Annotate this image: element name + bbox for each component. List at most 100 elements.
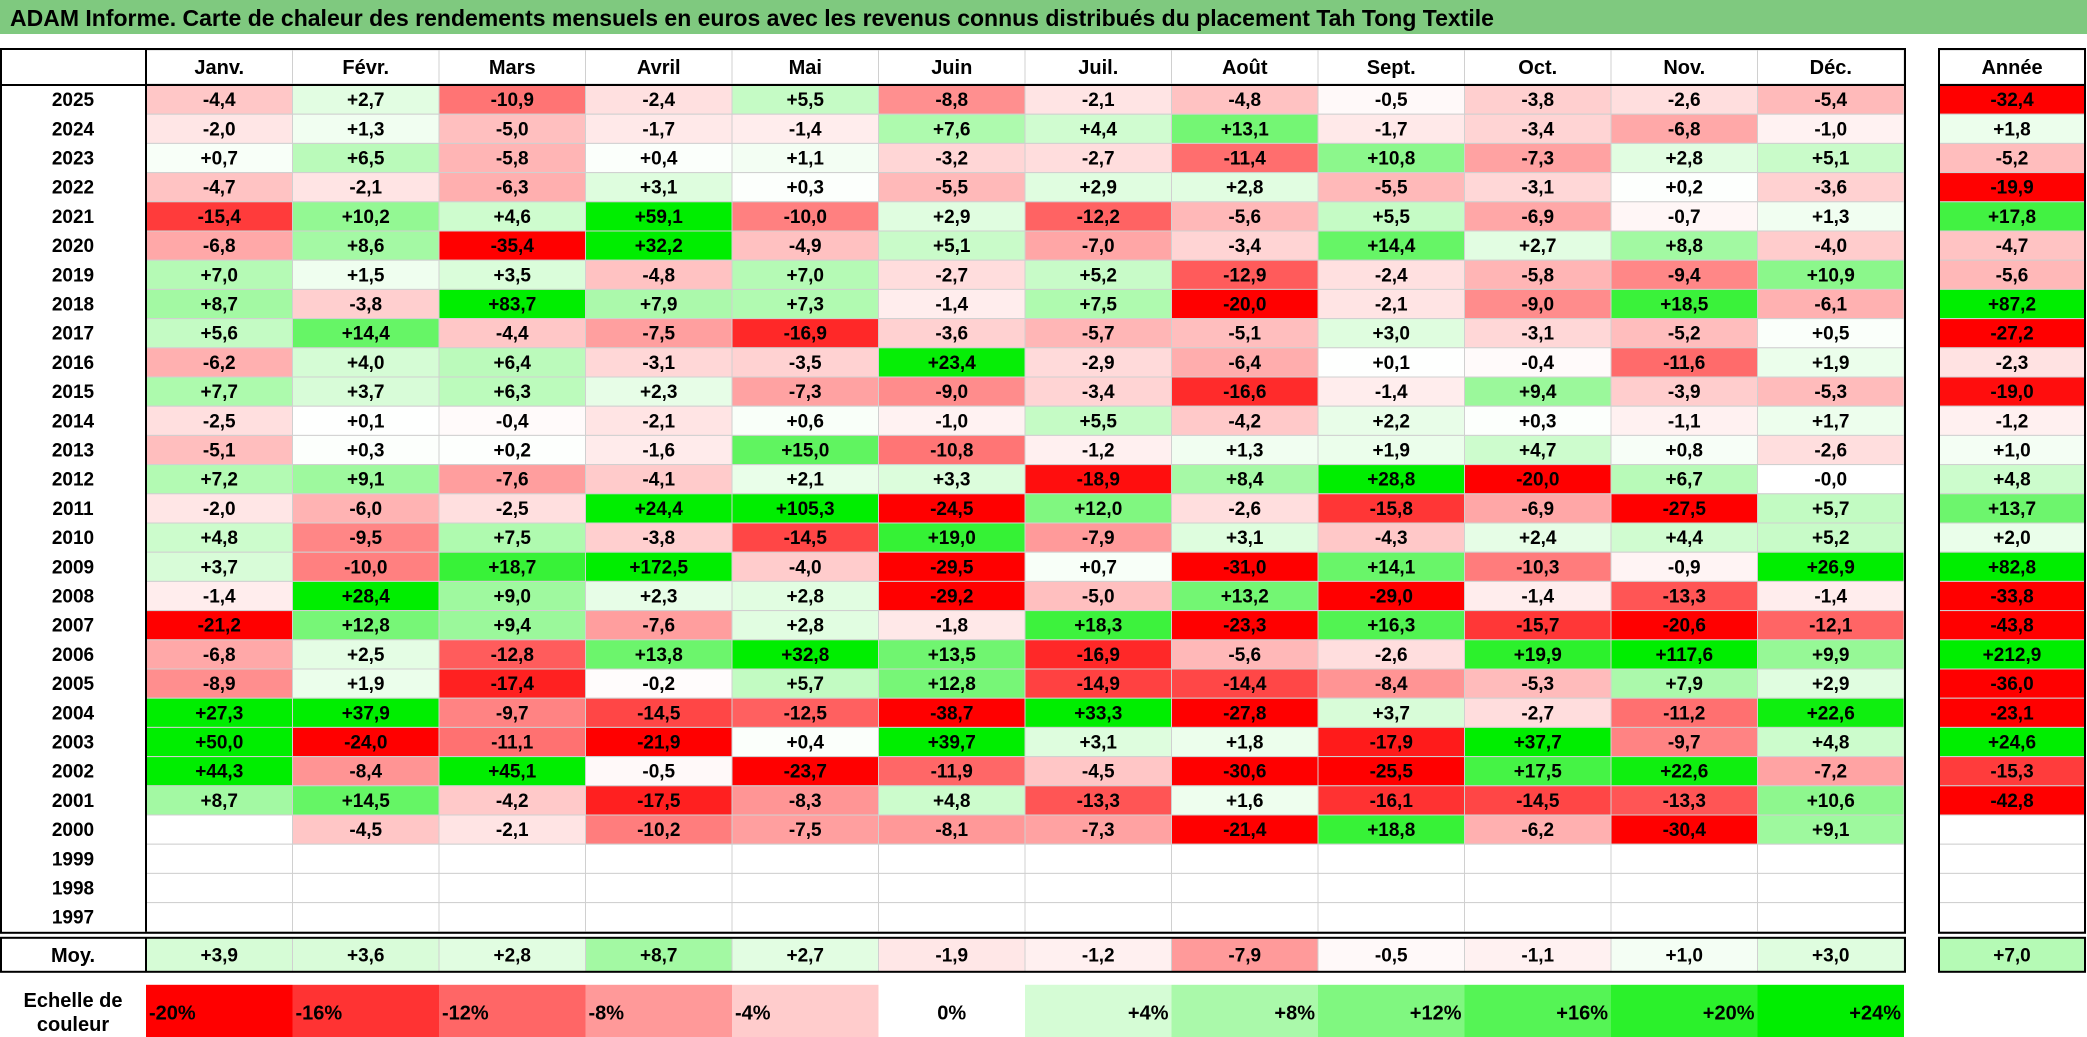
scale-swatch [1611,984,1758,1037]
heatmap-cell [731,726,879,758]
annual-cell [1938,872,2086,904]
heatmap-cell-value: +4,8 [200,528,238,549]
scale-swatch [878,984,1025,1037]
heatmap-cell-value: -1,4 [789,119,822,140]
column-header-label: Janv. [194,57,244,79]
heatmap-cell-value: +2,7 [1519,236,1557,257]
heatmap-cell-value: +6,4 [493,353,531,374]
heatmap-cell [878,610,1026,641]
heatmap-cell [585,756,733,787]
heatmap-cell [1317,84,1465,115]
annual-cell-value: -36,0 [1990,674,2033,695]
average-cell-value: -1,9 [935,945,968,966]
year-label: 2011 [52,499,94,520]
heatmap-cell-value: +0,2 [1665,178,1703,199]
heatmap-cell-value: +14,5 [342,791,391,812]
heatmap-cell-value: -9,0 [1521,295,1554,316]
heatmap-cell-value: -9,5 [349,528,382,549]
heatmap-cell-value: -16,1 [1370,791,1414,812]
heatmap-cell-value: +12,8 [928,674,976,695]
heatmap-cell-value: -2,1 [496,820,529,841]
heatmap-cell [292,580,440,612]
heatmap-cell-value: -7,6 [642,616,675,637]
heatmap-cell [1610,522,1758,553]
heatmap-cell [1757,872,1905,904]
title-bar: ADAM Informe. Carte de chaleur des rende… [0,0,2087,36]
heatmap-cell-value: -7,0 [1082,236,1115,257]
heatmap-cell-value: -25,5 [1370,762,1414,783]
heatmap-cell-value: +15,0 [781,441,829,462]
heatmap-cell [1171,872,1319,904]
heatmap-cell [1757,902,1905,933]
annual-cell [1938,902,2086,933]
heatmap-cell-value: +10,2 [342,207,390,228]
heatmap-cell [145,639,293,670]
heatmap-cell [731,551,879,582]
heatmap-cell [1171,172,1319,203]
annual-average-cell [1938,937,2086,973]
heatmap-cell-value: -0,5 [642,762,675,783]
heatmap-cell-value: +5,5 [1372,207,1410,228]
heatmap-cell-value: -0,9 [1668,557,1701,578]
heatmap-cell-value: -12,5 [784,703,828,724]
heatmap-cell [878,113,1026,144]
annual-cell-value: -33,8 [1990,587,2033,608]
average-row-label: Moy. [51,945,95,967]
heatmap-cell [878,172,1026,203]
heatmap-cell-value: -5,5 [1375,178,1408,199]
heatmap-cell [1757,843,1905,874]
heatmap-cell-value: -3,1 [642,353,675,374]
heatmap-cell-value: +7,9 [640,295,678,316]
annual-cell [1938,230,2086,261]
heatmap-cell [1171,668,1319,699]
heatmap-cell-value: +0,6 [786,411,824,432]
heatmap-cell-value: -9,7 [1668,733,1701,754]
heatmap-cell [1024,376,1172,407]
year-label: 2001 [52,791,95,812]
heatmap-cell-value: -3,9 [1668,382,1701,403]
heatmap-cell-value: -6,0 [349,499,382,520]
column-header-cell [292,49,440,85]
heatmap-cell-value: -10,2 [637,820,680,841]
heatmap-cell-value: -1,1 [1668,411,1701,432]
heatmap-cell-value: +2,8 [786,616,824,637]
heatmap-cell [1464,902,1612,933]
heatmap-cell [585,668,733,699]
heatmap-cell-value: -5,3 [1814,382,1847,403]
heatmap-cell [145,872,293,904]
heatmap-cell-value: +2,9 [933,207,971,228]
heatmap-cell-value: +5,7 [1812,499,1850,520]
heatmap-cell [585,405,733,436]
heatmap-cell [145,84,293,115]
column-header-label: Juin [931,57,972,79]
heatmap-cell-value: -2,1 [1375,295,1408,316]
heatmap-cell-value: -24,5 [930,499,974,520]
annual-cell-value: -4,7 [1996,236,2029,257]
heatmap-cell-value: -18,9 [1077,470,1120,491]
heatmap-cell-value: -6,8 [203,645,236,666]
heatmap-cell [878,376,1026,407]
heatmap-cell-value: -3,6 [1814,178,1847,199]
heatmap-cell [1317,580,1465,612]
heatmap-cell-value: -29,2 [930,587,973,608]
heatmap-cell-value: +12,8 [342,616,390,637]
heatmap-cell [1024,172,1172,203]
heatmap-cell [292,522,440,553]
heatmap-cell-value: -20,0 [1516,470,1559,491]
heatmap-cell-value: +33,3 [1074,703,1122,724]
heatmap-cell [1610,785,1758,816]
heatmap-cell-value: -8,3 [789,791,822,812]
heatmap-cell-value: -11,9 [931,762,973,783]
heatmap-cell [438,522,586,553]
heatmap-cell [292,726,440,758]
heatmap-cell [585,113,733,144]
average-cell-value: +2,7 [786,945,824,966]
heatmap-cell [1757,551,1905,582]
heatmap-cell-value: -5,8 [496,149,529,170]
heatmap-cell [1757,580,1905,612]
heatmap-cell [585,318,733,349]
year-label: 2004 [52,703,95,724]
heatmap-cell-value: -0,2 [642,674,675,695]
annual-cell-value: -5,6 [1996,265,2029,286]
heatmap-cell-value: +10,8 [1367,149,1415,170]
